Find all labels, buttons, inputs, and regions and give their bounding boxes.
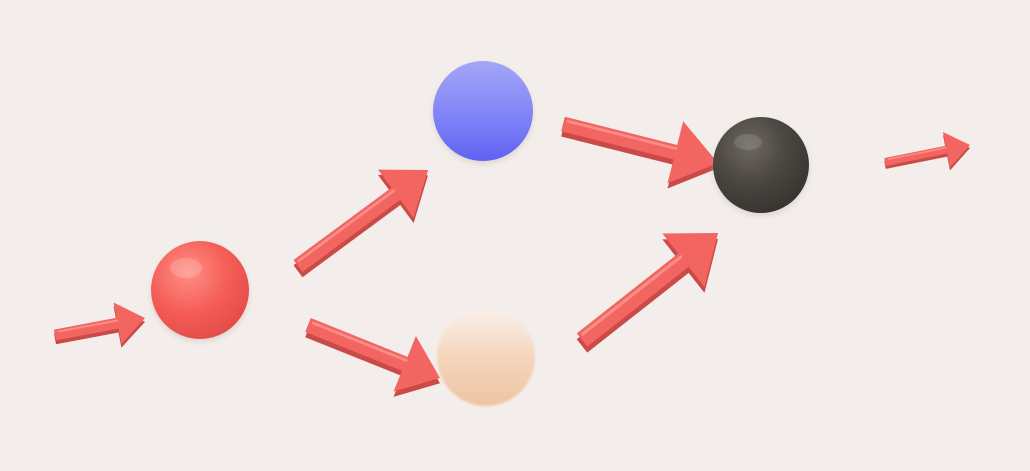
blue-to-dark-arrow-face (561, 116, 718, 184)
peach-to-dark-arrow-highlight (580, 255, 683, 336)
peach-to-dark-arrow (576, 233, 718, 353)
output-arrow-highlight (887, 146, 947, 161)
peach-node (437, 308, 535, 406)
output-arrow-face (884, 132, 970, 168)
blue-to-dark-arrow-highlight (566, 119, 678, 150)
peach-to-dark-arrow-face (576, 233, 718, 347)
red-to-peach-arrow-highlight (311, 321, 408, 362)
edges (53, 116, 970, 397)
red-node (151, 241, 249, 339)
blue-node (433, 61, 533, 161)
dark-node-highlight (734, 134, 762, 150)
red-to-peach-arrow-face (305, 318, 440, 392)
red-node-highlight (170, 258, 202, 278)
output-arrow (884, 132, 970, 171)
dark-node (713, 117, 809, 213)
red-to-blue-arrow-highlight (297, 189, 395, 262)
red-to-blue-arrow-face (293, 169, 428, 273)
red-to-blue-arrow (293, 169, 428, 278)
blue-to-dark-arrow (561, 116, 718, 189)
input-arrow (53, 302, 145, 348)
red-to-peach-arrow (305, 318, 440, 397)
nodes (151, 61, 809, 406)
input-arrow-highlight (57, 319, 118, 333)
